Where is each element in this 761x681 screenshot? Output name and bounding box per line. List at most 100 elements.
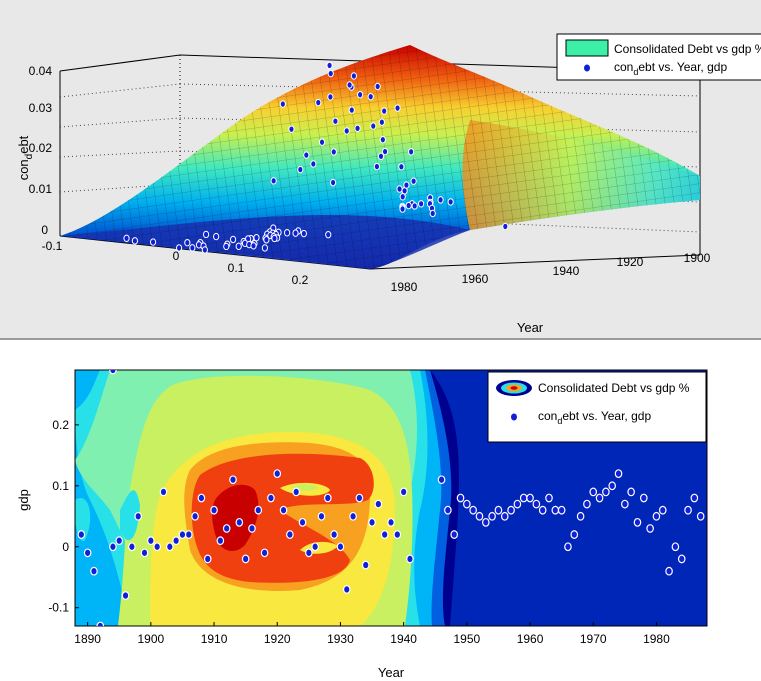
scatter-point: [551, 505, 560, 515]
scatter-point: [639, 493, 648, 503]
legend-surface-swatch: [565, 39, 609, 57]
scatter-point: [305, 548, 313, 558]
scatter-point: [178, 530, 187, 539]
y-tick-label: -0.1: [48, 601, 69, 615]
year-tick-label: 1920: [617, 255, 644, 269]
scatter-point: [149, 238, 157, 246]
gdp-tick-label: 0: [173, 249, 180, 263]
scatter-point: [608, 481, 617, 491]
scatter-point: [201, 246, 208, 254]
scatter-point: [526, 493, 534, 503]
legend-surface-label: Consolidated Debt vs gdp %: [614, 42, 761, 56]
scatter-point: [494, 505, 503, 515]
scatter-point: [96, 621, 105, 626]
scatter-point: [513, 499, 522, 509]
scatter-point: [532, 499, 541, 509]
scatter-point: [223, 242, 230, 251]
scatter-point: [463, 499, 471, 509]
scatter-point: [408, 148, 415, 156]
scatter-point: [327, 69, 334, 78]
scatter-point: [131, 237, 139, 245]
year-axis-label: Year: [517, 320, 544, 335]
scatter-point: [354, 124, 361, 133]
scatter-point: [191, 511, 199, 521]
scatter-point: [646, 524, 654, 533]
scatter-point: [393, 530, 402, 539]
x-tick-label: 1920: [264, 632, 291, 646]
scatter-point: [343, 127, 350, 135]
panel-divider: [0, 338, 761, 340]
scatter-point: [260, 548, 269, 558]
scatter-point: [288, 125, 295, 133]
scatter-point: [253, 233, 260, 242]
scatter-point: [475, 511, 484, 521]
scatter-point: [317, 511, 326, 521]
scatter-point: [456, 493, 465, 503]
scatter-point: [399, 193, 406, 201]
contour-scatter-markers: [77, 370, 705, 626]
contour-plot: 1890 1900 1910 1920 1930 1940 1950 1960 1970 1980…: [16, 369, 708, 680]
legend-marker-icon: [584, 64, 590, 72]
scatter-point: [502, 222, 509, 231]
scatter-point: [406, 554, 414, 564]
contour-legend: Consolidated Debt vs gdp % condebt vs. Y…: [487, 371, 707, 443]
scatter-point: [303, 151, 310, 159]
surface-scatter-markers: [123, 61, 509, 254]
scatter-point: [222, 524, 231, 533]
scatter-point: [583, 499, 591, 509]
scatter-point: [77, 530, 86, 539]
legend-contour-icon: [496, 380, 532, 396]
scatter-point: [469, 505, 477, 515]
scatter-point: [172, 536, 180, 546]
scatter-point: [570, 530, 579, 539]
scatter-point: [370, 122, 377, 130]
scatter-point: [614, 469, 623, 479]
scatter-point: [589, 487, 598, 497]
scatter-point: [292, 487, 301, 497]
scatter-point: [348, 106, 355, 114]
year-tick-label: 1940: [553, 264, 580, 278]
scatter-point: [545, 493, 553, 503]
scatter-point: [350, 72, 357, 80]
scatter-point: [115, 536, 124, 546]
contour-y-ticks: 0.2 0.1 0 -0.1: [48, 418, 79, 615]
scatter-point: [297, 165, 304, 174]
scatter-point: [311, 542, 319, 552]
scatter-point: [380, 530, 389, 539]
z-tick-label: 0.04: [29, 64, 53, 78]
scatter-point: [627, 487, 635, 497]
x-tick-label: 1930: [327, 632, 354, 646]
scatter-point: [336, 542, 345, 552]
scatter-point: [652, 511, 661, 521]
scatter-point: [153, 542, 161, 552]
scatter-point: [447, 198, 454, 206]
year-tick-label: 1980: [391, 280, 418, 294]
scatter-point: [189, 244, 196, 252]
legend-contour-label: Consolidated Debt vs gdp %: [538, 381, 690, 395]
legend-scatter-label: condebt vs. Year, gdp: [538, 409, 651, 426]
y-tick-label: 0.1: [52, 479, 69, 493]
scatter-point: [147, 536, 155, 546]
scatter-point: [411, 202, 418, 210]
contour-axes-box: [74, 369, 708, 627]
scatter-point: [90, 566, 98, 576]
x-tick-label: 1940: [390, 632, 417, 646]
scatter-point: [405, 201, 412, 210]
scatter-point: [481, 517, 490, 527]
scatter-point: [271, 234, 278, 243]
scatter-point: [213, 232, 220, 241]
scatter-point: [398, 163, 405, 171]
year-tick-label: 1900: [684, 251, 711, 265]
scatter-point: [410, 177, 417, 185]
scatter-point: [318, 138, 326, 146]
scatter-point: [658, 505, 667, 515]
scatter-point: [197, 493, 206, 503]
scatter-point: [166, 542, 174, 552]
z-tick-label: 0.02: [29, 141, 53, 155]
scatter-point: [418, 200, 425, 208]
y-tick-label: 0.2: [52, 418, 69, 432]
scatter-point: [325, 230, 332, 239]
scatter-point: [374, 499, 383, 509]
scatter-point: [184, 530, 193, 539]
x-tick-label: 1950: [453, 632, 480, 646]
